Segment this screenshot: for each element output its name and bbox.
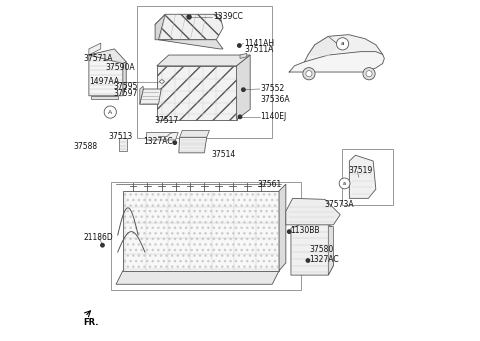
- Polygon shape: [158, 40, 223, 49]
- Circle shape: [104, 106, 116, 118]
- Polygon shape: [157, 66, 237, 120]
- Circle shape: [336, 38, 348, 50]
- Bar: [111, 182, 301, 290]
- Text: 37590A: 37590A: [106, 63, 135, 72]
- Text: 1327AC: 1327AC: [143, 137, 173, 146]
- Polygon shape: [91, 96, 118, 99]
- Bar: [137, 6, 272, 138]
- Text: 37511A: 37511A: [244, 45, 274, 54]
- Circle shape: [306, 71, 312, 77]
- Text: 21186D: 21186D: [83, 233, 113, 242]
- Polygon shape: [120, 138, 127, 151]
- Text: 37536A: 37536A: [260, 95, 290, 104]
- Text: a: a: [343, 181, 346, 186]
- Text: 37595: 37595: [114, 82, 138, 91]
- Text: a: a: [341, 41, 344, 46]
- Polygon shape: [159, 79, 165, 84]
- Polygon shape: [179, 137, 207, 153]
- Polygon shape: [123, 191, 279, 271]
- Text: 37597: 37597: [114, 89, 138, 98]
- Circle shape: [339, 178, 350, 189]
- Circle shape: [173, 141, 177, 144]
- Polygon shape: [291, 219, 334, 275]
- Polygon shape: [157, 55, 250, 66]
- Text: 37514: 37514: [211, 150, 235, 159]
- Polygon shape: [155, 14, 165, 40]
- Polygon shape: [180, 130, 209, 137]
- Text: 1327AC: 1327AC: [310, 255, 339, 264]
- Polygon shape: [116, 271, 279, 284]
- Polygon shape: [89, 49, 126, 63]
- Text: 37561: 37561: [258, 180, 282, 189]
- Text: 37517: 37517: [155, 116, 179, 125]
- Bar: [342, 149, 393, 205]
- Circle shape: [101, 243, 104, 247]
- Text: 1141AH: 1141AH: [244, 39, 274, 48]
- Circle shape: [306, 259, 310, 262]
- Circle shape: [303, 68, 315, 80]
- Polygon shape: [237, 55, 250, 120]
- Text: 1140EJ: 1140EJ: [260, 112, 287, 121]
- Text: 37588: 37588: [73, 142, 97, 150]
- Text: 37519: 37519: [348, 166, 373, 175]
- Polygon shape: [286, 198, 340, 225]
- Polygon shape: [328, 226, 334, 275]
- Text: 1130BB: 1130BB: [290, 226, 320, 235]
- Text: 37513: 37513: [109, 132, 133, 141]
- Polygon shape: [240, 53, 247, 58]
- Polygon shape: [279, 184, 286, 271]
- Polygon shape: [308, 36, 338, 55]
- Circle shape: [242, 88, 245, 91]
- Circle shape: [187, 15, 191, 19]
- Polygon shape: [140, 86, 143, 104]
- Text: 37580: 37580: [310, 245, 334, 254]
- Circle shape: [288, 230, 291, 233]
- Text: 1339CC: 1339CC: [213, 12, 243, 21]
- Polygon shape: [289, 51, 384, 72]
- Polygon shape: [349, 155, 376, 198]
- Text: 37573A: 37573A: [324, 200, 354, 209]
- Polygon shape: [89, 51, 126, 96]
- Text: 37552: 37552: [260, 85, 285, 93]
- Bar: [124, 192, 278, 270]
- Circle shape: [238, 115, 242, 119]
- Polygon shape: [140, 89, 161, 104]
- Polygon shape: [123, 62, 126, 96]
- Text: 1497AA: 1497AA: [89, 77, 120, 86]
- Text: 37571A: 37571A: [83, 54, 113, 63]
- Text: FR.: FR.: [83, 318, 98, 327]
- Circle shape: [363, 68, 375, 80]
- Polygon shape: [146, 132, 178, 140]
- Polygon shape: [155, 14, 223, 40]
- Circle shape: [366, 71, 372, 77]
- Polygon shape: [304, 35, 383, 62]
- Circle shape: [238, 44, 241, 47]
- Polygon shape: [89, 43, 101, 55]
- Text: A: A: [108, 109, 112, 115]
